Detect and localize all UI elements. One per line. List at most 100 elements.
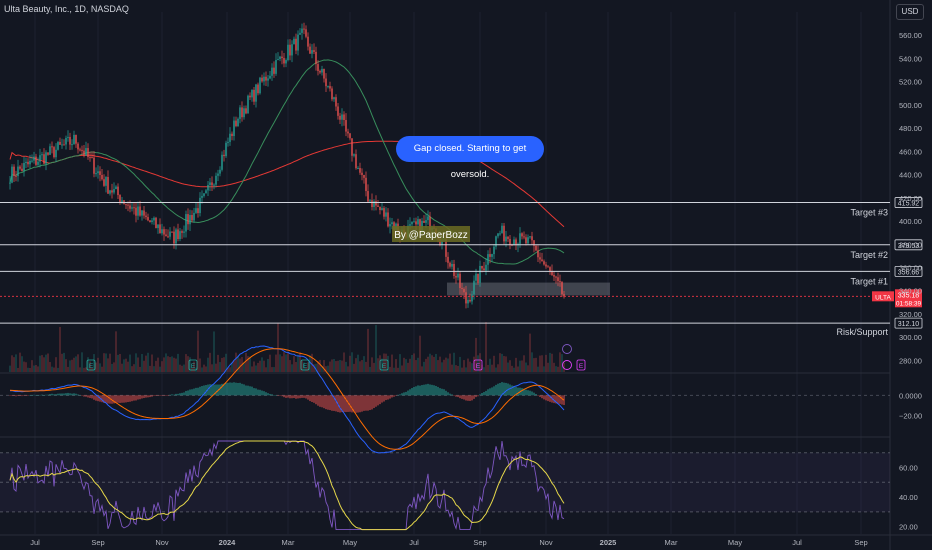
macd-histogram-bar xyxy=(123,395,125,403)
macd-histogram-bar xyxy=(147,395,149,398)
macd-histogram-bar xyxy=(399,394,401,396)
macd-histogram-bar xyxy=(71,393,73,396)
volume-bar xyxy=(351,352,353,372)
volume-bar xyxy=(201,367,203,372)
candle xyxy=(247,95,249,114)
volume-bar xyxy=(357,354,359,372)
earnings-marker[interactable] xyxy=(473,359,483,371)
candle xyxy=(193,212,195,221)
volume-bar xyxy=(39,355,41,372)
macd-histogram-bar xyxy=(357,395,359,413)
macd-histogram-bar xyxy=(103,395,105,403)
macd-histogram-bar xyxy=(387,395,389,400)
volume-bar xyxy=(383,353,385,372)
macd-histogram-bar xyxy=(517,387,519,396)
macd-histogram-bar xyxy=(549,395,551,402)
price-tick: 500.00 xyxy=(899,101,922,110)
macd-pane xyxy=(9,345,565,454)
candle xyxy=(231,133,233,137)
annotation-bubble[interactable]: Gap closed. Starting to get oversold. xyxy=(396,136,544,180)
macd-histogram-bar xyxy=(471,395,473,401)
candle xyxy=(23,162,25,171)
volume-bar xyxy=(471,363,473,372)
macd-histogram-bar xyxy=(315,395,317,405)
macd-histogram-bar xyxy=(13,395,15,396)
level-label: Risk/Support xyxy=(836,327,888,337)
volume-bar xyxy=(511,365,513,372)
currency-button[interactable]: USD xyxy=(896,4,924,20)
volume-bar xyxy=(159,366,161,372)
macd-histogram-bar xyxy=(21,395,23,397)
volume-bar xyxy=(187,356,189,372)
candle xyxy=(39,155,41,162)
dividend-marker[interactable] xyxy=(562,344,572,354)
candle xyxy=(301,28,303,33)
macd-histogram-bar xyxy=(289,395,291,399)
candle xyxy=(27,161,29,165)
candle xyxy=(139,206,141,216)
candle xyxy=(169,231,171,237)
macd-histogram-bar xyxy=(49,394,51,396)
macd-histogram-bar xyxy=(135,395,137,401)
volume-bar xyxy=(103,353,105,372)
price-tick: 560.00 xyxy=(899,31,922,40)
candle xyxy=(557,277,559,282)
rsi-tick: 40.00 xyxy=(899,493,918,502)
candle xyxy=(53,147,55,158)
macd-histogram-bar xyxy=(431,384,433,396)
macd-histogram-bar xyxy=(107,395,109,404)
volume-bar xyxy=(135,353,137,372)
macd-histogram-bar xyxy=(311,395,313,402)
candle xyxy=(495,236,497,247)
earnings-marker[interactable] xyxy=(379,359,389,371)
candle xyxy=(309,46,311,54)
macd-histogram-bar xyxy=(303,395,305,398)
earnings-marker-label: E xyxy=(89,363,94,370)
candle xyxy=(375,201,377,206)
volume-bar xyxy=(25,362,27,372)
macd-histogram-bar xyxy=(85,395,87,397)
macd-histogram-bar xyxy=(421,385,423,396)
earnings-marker[interactable] xyxy=(86,359,96,371)
volume-bar xyxy=(523,355,525,372)
macd-histogram-bar xyxy=(511,385,513,396)
macd-histogram-bar xyxy=(37,395,39,396)
candle xyxy=(161,229,163,234)
candle xyxy=(267,78,269,81)
macd-histogram-bar xyxy=(423,384,425,396)
volume-bar xyxy=(229,367,231,372)
earnings-marker[interactable] xyxy=(300,359,310,371)
candle xyxy=(85,148,87,156)
volume-bar xyxy=(215,363,217,372)
volume-bar xyxy=(461,367,463,372)
macd-histogram-bar xyxy=(229,382,231,396)
macd-histogram-bar xyxy=(59,393,61,396)
volume-bar xyxy=(533,358,535,372)
macd-histogram-bar xyxy=(501,382,503,396)
volume-bar xyxy=(451,364,453,372)
volume-bar xyxy=(287,352,289,372)
candle xyxy=(481,265,483,269)
volume-bar xyxy=(129,354,131,372)
candle xyxy=(165,234,167,237)
candle xyxy=(135,207,137,216)
candle xyxy=(331,88,333,100)
macd-histogram-bar xyxy=(539,395,541,397)
earnings-marker[interactable] xyxy=(188,359,198,371)
volume-bar xyxy=(213,331,215,372)
volume-bar xyxy=(189,357,191,372)
volume-bar xyxy=(499,353,501,372)
volume-bar xyxy=(79,367,81,372)
macd-histogram-bar xyxy=(271,394,273,396)
macd-histogram-bar xyxy=(493,386,495,396)
earnings-marker[interactable] xyxy=(576,359,586,371)
candle xyxy=(83,150,85,156)
split-marker[interactable] xyxy=(562,360,572,370)
volume-bar xyxy=(269,354,271,372)
time-tick: 2025 xyxy=(600,538,617,547)
candle xyxy=(473,280,475,295)
macd-histogram-bar xyxy=(235,382,237,396)
candle xyxy=(303,28,305,30)
macd-histogram-bar xyxy=(561,395,563,405)
